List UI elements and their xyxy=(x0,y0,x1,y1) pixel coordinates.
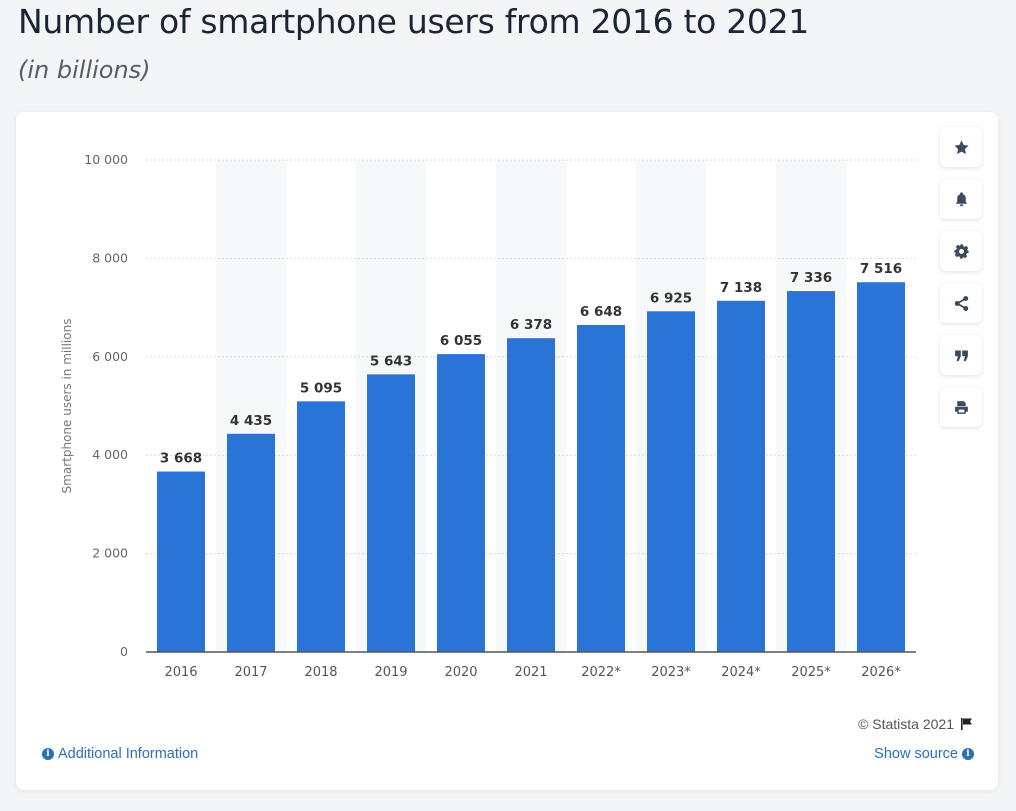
notification-button[interactable] xyxy=(940,179,982,219)
y-tick-label: 4 000 xyxy=(92,447,128,462)
settings-button[interactable] xyxy=(940,231,982,271)
chart-title: Number of smartphone users from 2016 to … xyxy=(18,2,809,41)
data-label: 5 095 xyxy=(300,380,342,396)
y-tick-label: 6 000 xyxy=(92,349,128,364)
x-tick-label: 2016 xyxy=(164,665,197,680)
data-label: 7 516 xyxy=(860,261,902,277)
bar xyxy=(367,374,415,652)
data-label: 6 925 xyxy=(650,290,692,306)
bar xyxy=(577,324,625,652)
share-button[interactable] xyxy=(940,283,982,323)
y-tick-label: 2 000 xyxy=(92,546,128,561)
favorite-button[interactable] xyxy=(940,127,982,167)
y-tick-label: 10 000 xyxy=(84,152,128,167)
x-tick-label: 2021 xyxy=(514,665,547,680)
gear-icon xyxy=(953,243,969,259)
y-tick-label: 0 xyxy=(120,644,128,659)
x-tick-label: 2017 xyxy=(234,665,267,680)
show-source-link[interactable]: Show source i xyxy=(874,746,974,762)
x-tick-label: 2022* xyxy=(581,665,621,680)
bar xyxy=(227,433,275,652)
data-label: 6 648 xyxy=(580,304,622,320)
bar xyxy=(437,354,485,652)
x-tick-label: 2019 xyxy=(374,665,407,680)
x-tick-label: 2024* xyxy=(721,665,761,680)
additional-information-label: Additional Information xyxy=(58,746,199,762)
x-tick-label: 2023* xyxy=(651,665,691,680)
share-icon xyxy=(954,295,968,311)
bar xyxy=(297,401,345,652)
bar xyxy=(157,471,205,652)
x-tick-label: 2026* xyxy=(861,665,901,680)
data-label: 6 378 xyxy=(510,317,552,333)
print-icon xyxy=(954,400,968,414)
x-tick-label: 2018 xyxy=(304,665,337,680)
data-label: 7 336 xyxy=(790,270,832,286)
copyright: © Statista 2021 xyxy=(858,716,974,732)
chart-toolbar xyxy=(940,127,982,427)
data-label: 5 643 xyxy=(370,353,412,369)
bar xyxy=(857,282,905,652)
bar xyxy=(507,338,555,652)
chart-subtitle: (in billions) xyxy=(18,56,151,84)
quote-icon xyxy=(954,350,968,361)
bar xyxy=(787,291,835,652)
x-tick-label: 2025* xyxy=(791,665,831,680)
star-icon xyxy=(953,139,969,154)
show-source-label: Show source xyxy=(874,746,958,762)
bell-icon xyxy=(955,191,967,206)
bar xyxy=(647,311,695,652)
data-label: 6 055 xyxy=(440,333,482,349)
print-button[interactable] xyxy=(940,387,982,427)
x-tick-label: 2020 xyxy=(444,665,477,680)
data-label: 4 435 xyxy=(230,413,272,429)
flag-icon[interactable] xyxy=(960,717,974,731)
cite-button[interactable] xyxy=(940,335,982,375)
info-icon: i xyxy=(42,748,54,760)
y-tick-label: 8 000 xyxy=(92,250,128,265)
y-axis-label: Smartphone users in millions xyxy=(60,319,74,494)
info-icon: i xyxy=(962,748,974,760)
data-label: 3 668 xyxy=(160,451,202,467)
bar xyxy=(717,300,765,652)
additional-information-link[interactable]: i Additional Information xyxy=(42,746,198,762)
copyright-text: © Statista 2021 xyxy=(858,716,954,732)
data-label: 7 138 xyxy=(720,280,762,296)
